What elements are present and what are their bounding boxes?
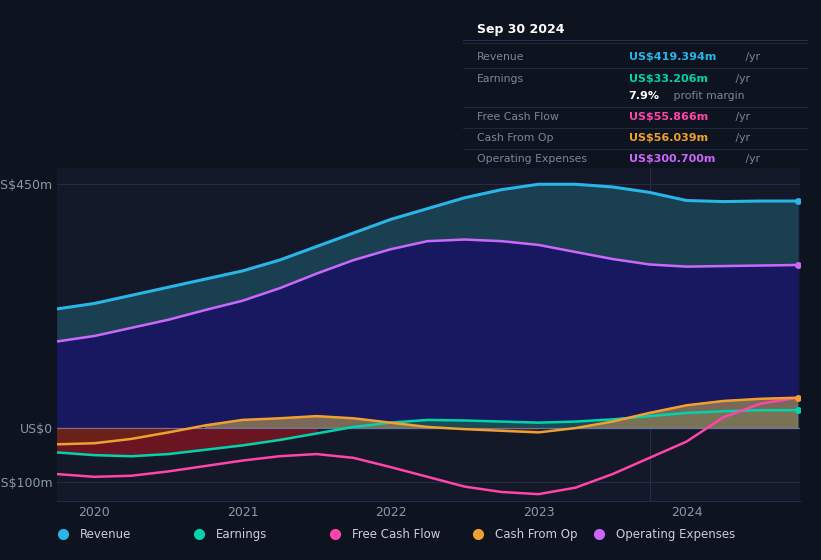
Text: Free Cash Flow: Free Cash Flow xyxy=(351,528,440,541)
Text: Revenue: Revenue xyxy=(80,528,131,541)
Text: Cash From Op: Cash From Op xyxy=(495,528,578,541)
Text: /yr: /yr xyxy=(732,111,750,122)
Text: /yr: /yr xyxy=(732,74,750,84)
Text: Sep 30 2024: Sep 30 2024 xyxy=(477,23,564,36)
Text: profit margin: profit margin xyxy=(670,91,745,101)
Text: Earnings: Earnings xyxy=(216,528,267,541)
Text: Revenue: Revenue xyxy=(477,53,525,63)
Text: 7.9%: 7.9% xyxy=(629,91,659,101)
Text: /yr: /yr xyxy=(742,153,760,164)
Text: Earnings: Earnings xyxy=(477,74,524,84)
Text: /yr: /yr xyxy=(732,133,750,143)
Text: US$300.700m: US$300.700m xyxy=(629,153,715,164)
Text: US$55.866m: US$55.866m xyxy=(629,111,708,122)
Text: Cash From Op: Cash From Op xyxy=(477,133,553,143)
Text: Free Cash Flow: Free Cash Flow xyxy=(477,111,559,122)
Text: /yr: /yr xyxy=(742,53,760,63)
Text: US$33.206m: US$33.206m xyxy=(629,74,708,84)
Text: Operating Expenses: Operating Expenses xyxy=(477,153,587,164)
Text: Operating Expenses: Operating Expenses xyxy=(616,528,735,541)
Text: US$56.039m: US$56.039m xyxy=(629,133,708,143)
Text: US$419.394m: US$419.394m xyxy=(629,53,716,63)
